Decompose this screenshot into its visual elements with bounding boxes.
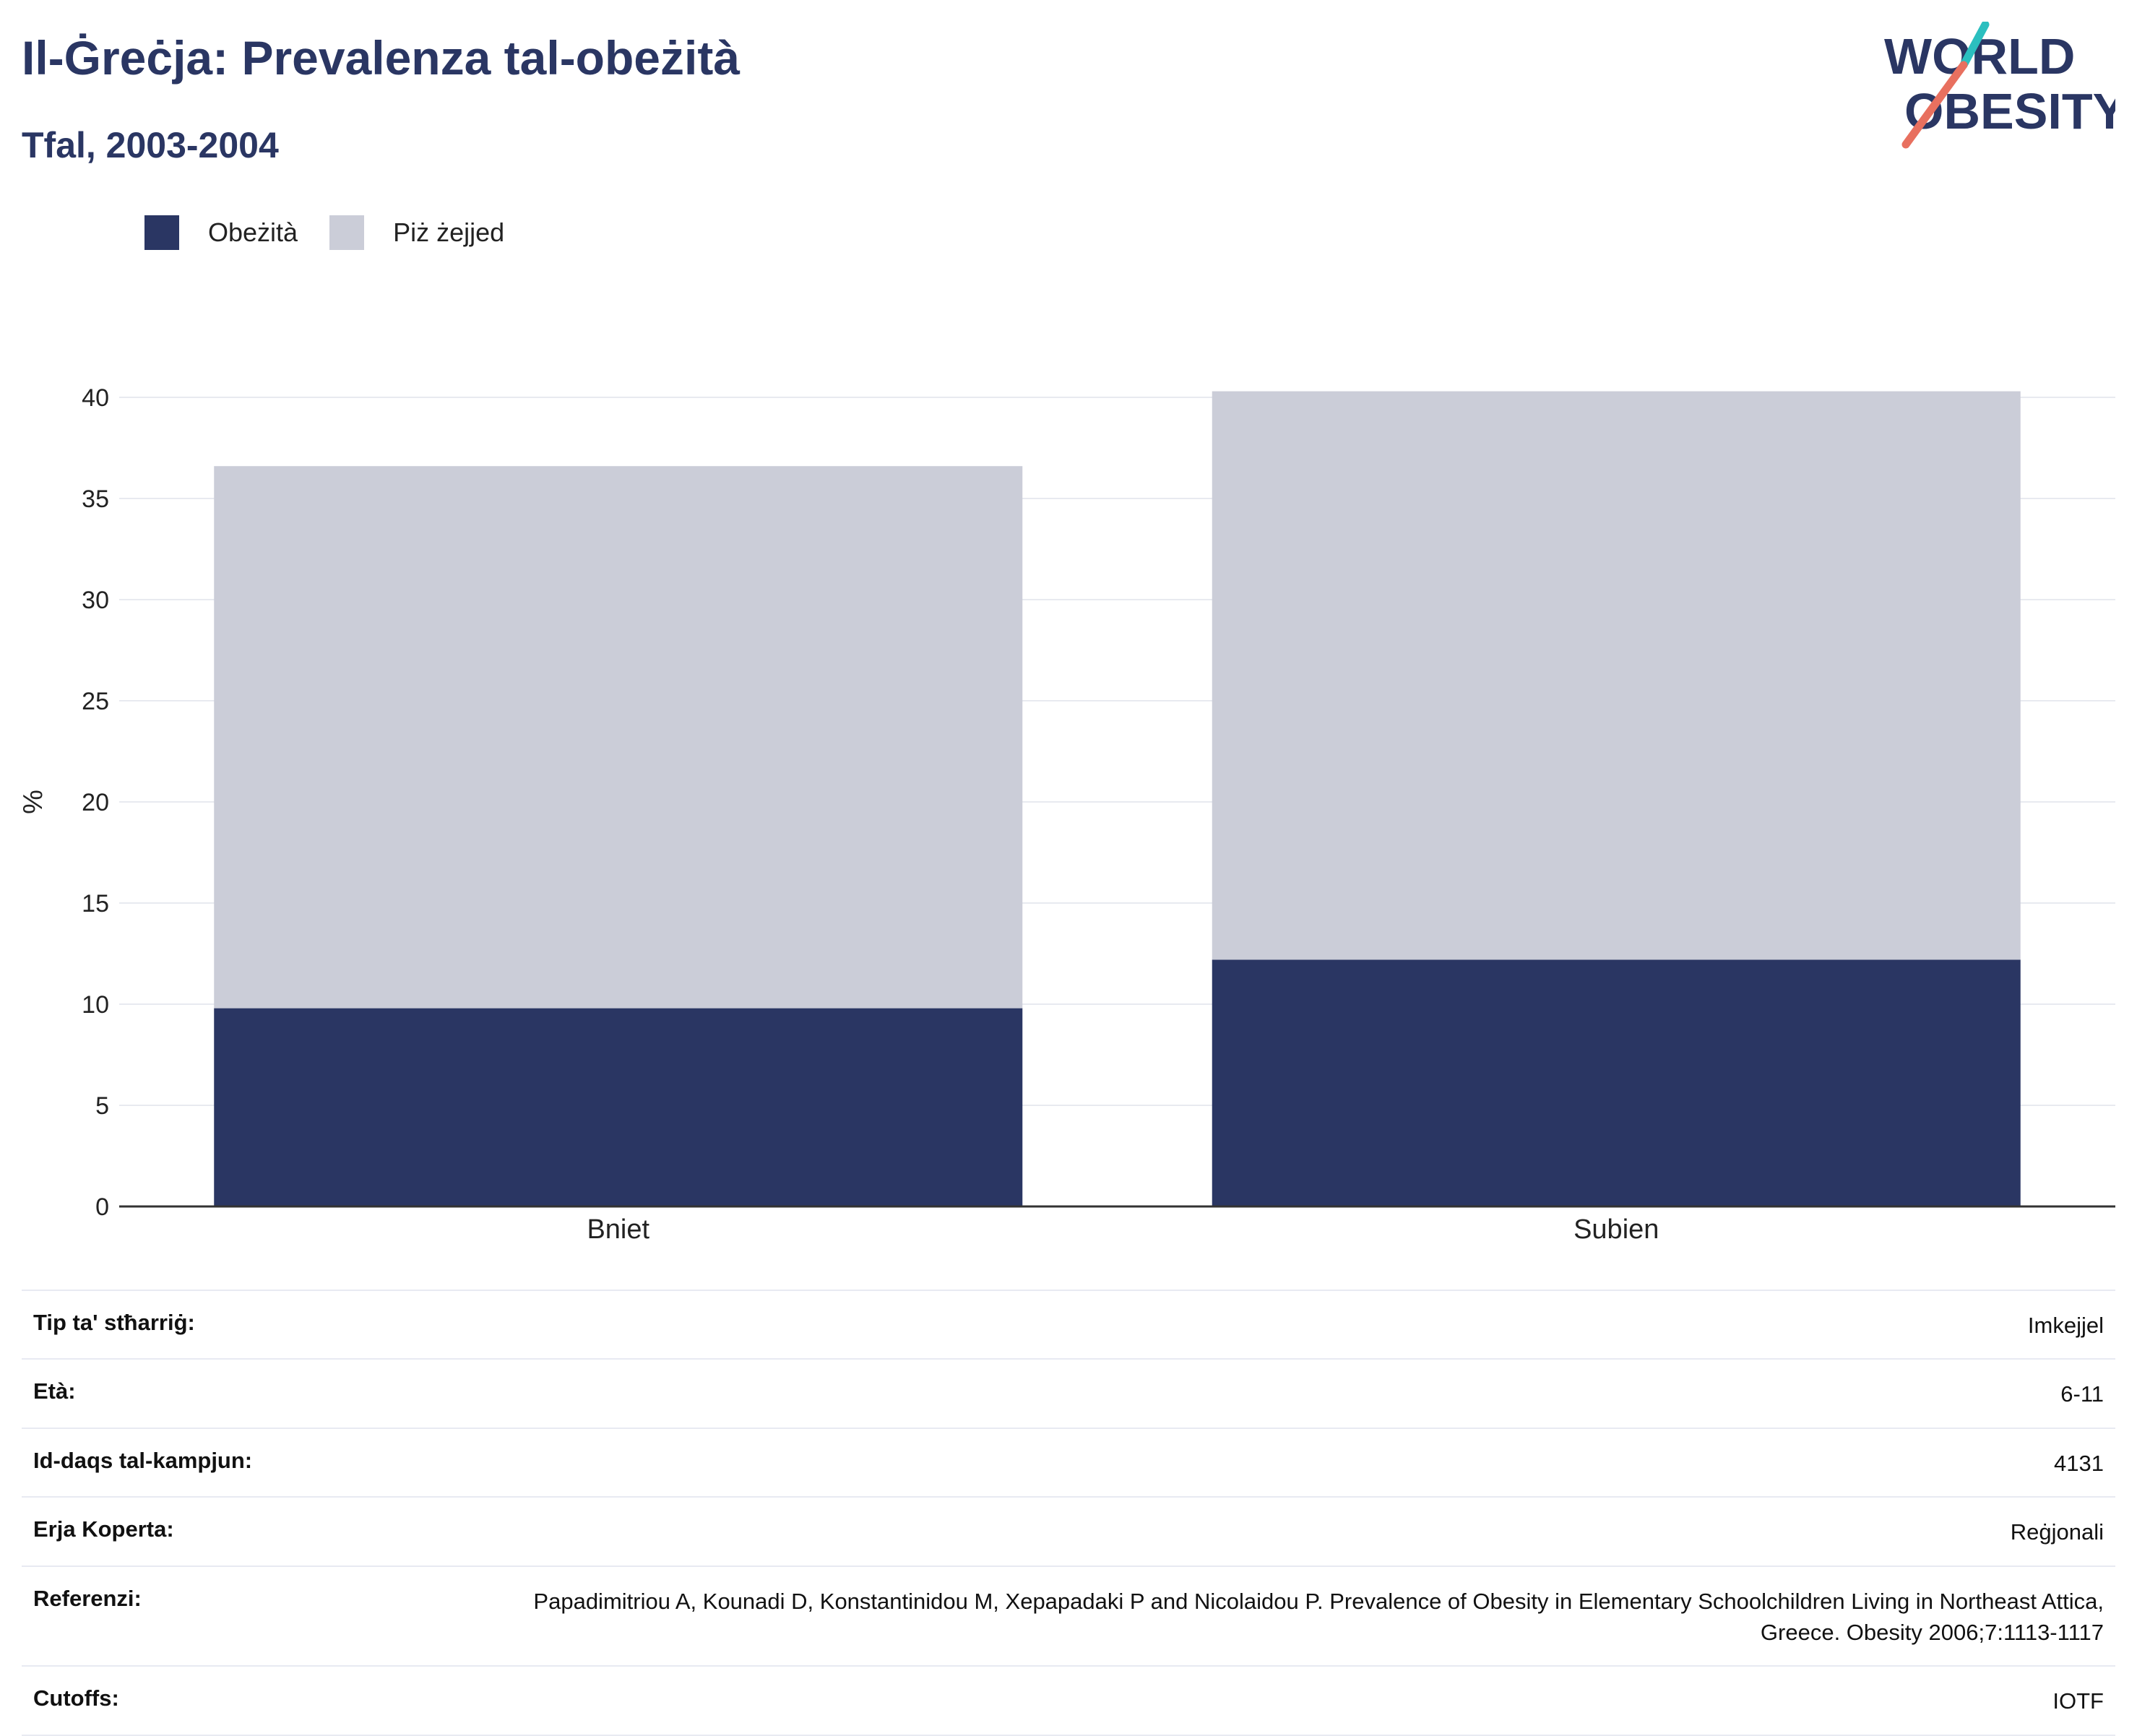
world-obesity-logo: WORLD OBESITY [1884,22,2115,149]
info-row-sample-size: Id-daqs tal-kampjun: 4131 [22,1427,2115,1496]
info-label: Id-daqs tal-kampjun: [33,1447,253,1473]
survey-info-table: Tip ta' stħarriġ: Imkejjel Età: 6-11 Id-… [22,1290,2115,1736]
chart-title: Il-Ġreċja: Prevalenza tal-obeżità [22,31,741,85]
chart-subtitle: Tfal, 2003-2004 [22,125,279,165]
info-value: Reġjonali [2010,1519,2104,1545]
info-label: Età: [33,1378,76,1404]
logo-slash-teal [1959,22,1990,69]
y-tick-label: 0 [95,1193,109,1221]
y-tick-label: 30 [82,587,109,614]
info-label: Cutoffs: [33,1685,119,1711]
chart-legend: Obeżità Piż żejjed [144,215,504,250]
info-value: Imkejjel [2027,1313,2104,1338]
legend-item-obesity[interactable]: Obeżità [144,215,298,250]
legend-swatch-overweight [329,215,365,250]
y-tick-label: 35 [82,485,109,513]
stacked-bar-chart: 0 5 10 15 20 25 30 35 40% Bniet Subien [18,384,2115,1245]
y-tick-label: 20 [82,789,109,816]
bar-overweight-bniet [214,466,1023,1009]
info-value: 6-11 [2060,1381,2104,1407]
bar-overweight-subien [1212,391,2021,960]
legend-item-overweight[interactable]: Piż żejjed [329,215,504,250]
info-label: Referenzi: [33,1585,142,1611]
legend-swatch-obesity [144,215,179,250]
x-tick-label: Subien [1573,1214,1659,1245]
info-label: Tip ta' stħarriġ: [33,1310,195,1335]
y-tick-label: 40 [82,384,109,412]
legend-label-overweight: Piż żejjed [393,217,505,247]
logo-text-line2: OBESITY [1904,83,2115,139]
info-row-survey-type: Tip ta' stħarriġ: Imkejjel [22,1290,2115,1358]
info-row-age: Età: 6-11 [22,1358,2115,1427]
info-row-references: Referenzi: Papadimitriou A, Kounadi D, K… [22,1565,2115,1666]
logo-slash-coral [1901,61,1968,149]
info-row-cutoffs: Cutoffs: IOTF [22,1665,2115,1736]
info-value: IOTF [2052,1688,2104,1714]
info-value: 4131 [2054,1450,2104,1476]
info-label: Erja Koperta: [33,1516,174,1542]
bar-obesity-subien [1212,959,2021,1206]
y-tick-label: 10 [82,991,109,1019]
info-row-area-covered: Erja Koperta: Reġjonali [22,1496,2115,1565]
y-tick-label: 5 [95,1092,109,1120]
legend-label-obesity: Obeżità [208,217,298,247]
x-tick-label: Bniet [587,1214,649,1245]
y-tick-label: 15 [82,890,109,917]
y-tick-label: 25 [82,688,109,715]
bar-obesity-bniet [214,1008,1023,1206]
y-axis-label: % [18,790,48,814]
info-value: Papadimitriou A, Kounadi D, Konstantinid… [533,1588,2104,1645]
